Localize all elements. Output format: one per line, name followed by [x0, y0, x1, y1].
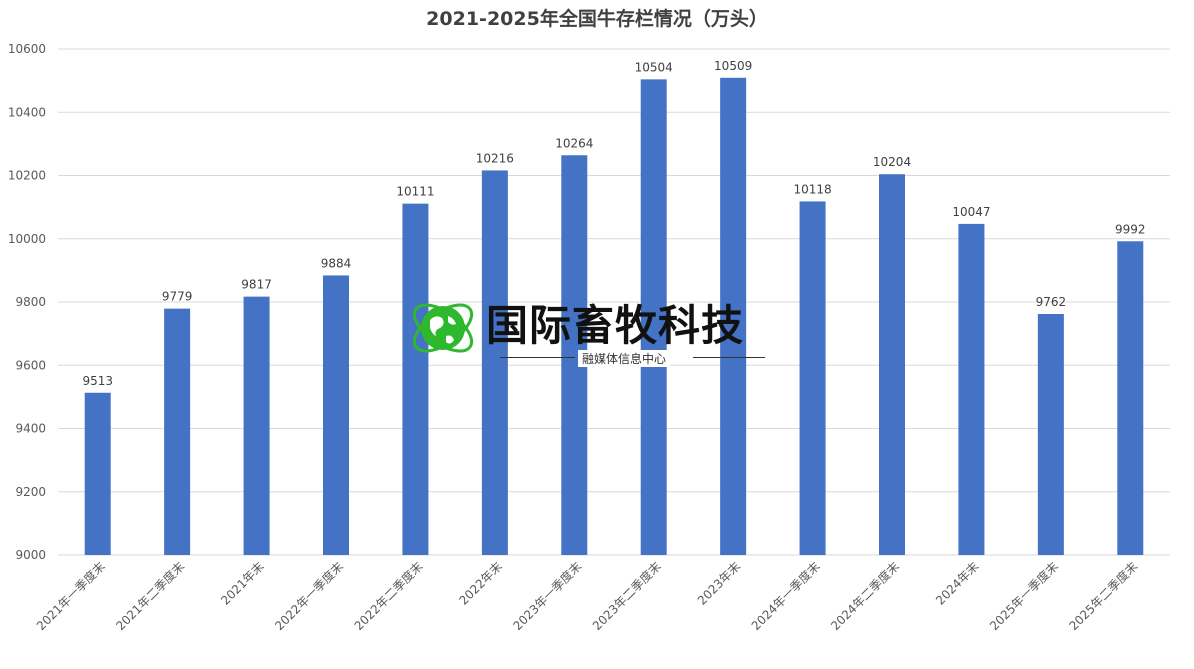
y-tick-label: 9800: [15, 295, 46, 309]
y-tick-label: 9000: [15, 548, 46, 562]
x-tick-label: 2022年一季度末: [271, 559, 346, 634]
data-label: 10204: [873, 155, 911, 169]
x-tick-label: 2022年末: [457, 559, 505, 607]
bar: [720, 77, 747, 555]
data-label: 10264: [555, 136, 593, 150]
x-tick-label: 2024年末: [933, 559, 981, 607]
divider: [500, 357, 575, 358]
y-tick-label: 9600: [15, 358, 46, 372]
bar: [84, 392, 111, 555]
x-tick-label: 2021年一季度末: [33, 559, 108, 634]
bar: [958, 223, 985, 556]
data-label: 9762: [1036, 295, 1067, 309]
y-tick-label: 10000: [8, 232, 46, 246]
watermark-title: 国际畜牧科技: [486, 301, 745, 350]
x-tick-label: 2021年末: [218, 559, 266, 607]
watermark: 国际畜牧科技 融媒体信息中心: [408, 288, 778, 368]
bar: [640, 79, 667, 556]
x-tick-label: 2024年二季度末: [827, 559, 902, 634]
data-label: 9817: [241, 278, 272, 292]
divider: [693, 357, 765, 358]
data-label: 9513: [82, 374, 113, 388]
globe-icon: [412, 303, 474, 353]
x-tick-label: 2022年二季度末: [351, 559, 426, 634]
bar: [481, 170, 508, 555]
chart-title: 2021-2025年全国牛存栏情况（万头）: [426, 7, 768, 30]
bar: [1037, 314, 1064, 555]
x-tick-label: 2025年一季度末: [986, 559, 1061, 634]
data-label: 10047: [952, 205, 990, 219]
data-label: 10509: [714, 59, 752, 73]
y-tick-label: 10400: [8, 105, 46, 119]
x-tick-label: 2023年二季度末: [589, 559, 664, 634]
x-tick-label: 2023年一季度末: [510, 559, 585, 634]
data-label: 9992: [1115, 222, 1146, 236]
x-tick-label: 2023年末: [695, 559, 743, 607]
y-tick-label: 9400: [15, 422, 46, 436]
data-label: 10111: [396, 185, 434, 199]
bar: [879, 174, 905, 556]
data-label: 10504: [635, 60, 673, 74]
bar: [799, 201, 826, 555]
y-tick-label: 9200: [15, 485, 46, 499]
x-tick-label: 2025年二季度末: [1066, 559, 1141, 634]
data-label: 10216: [476, 151, 514, 165]
bar: [323, 275, 349, 555]
data-label: 9884: [321, 256, 352, 270]
bar: [402, 203, 429, 556]
data-label: 9779: [162, 290, 193, 304]
y-tick-label: 10600: [8, 42, 46, 56]
bar: [243, 296, 270, 555]
bar: [164, 308, 191, 555]
x-tick-label: 2021年二季度末: [113, 559, 188, 634]
x-tick-label: 2024年一季度末: [748, 559, 823, 634]
bar: [1117, 241, 1144, 555]
y-tick-label: 10200: [8, 169, 46, 183]
data-label: 10118: [793, 182, 831, 196]
watermark-subtitle: 融媒体信息中心: [578, 350, 671, 367]
